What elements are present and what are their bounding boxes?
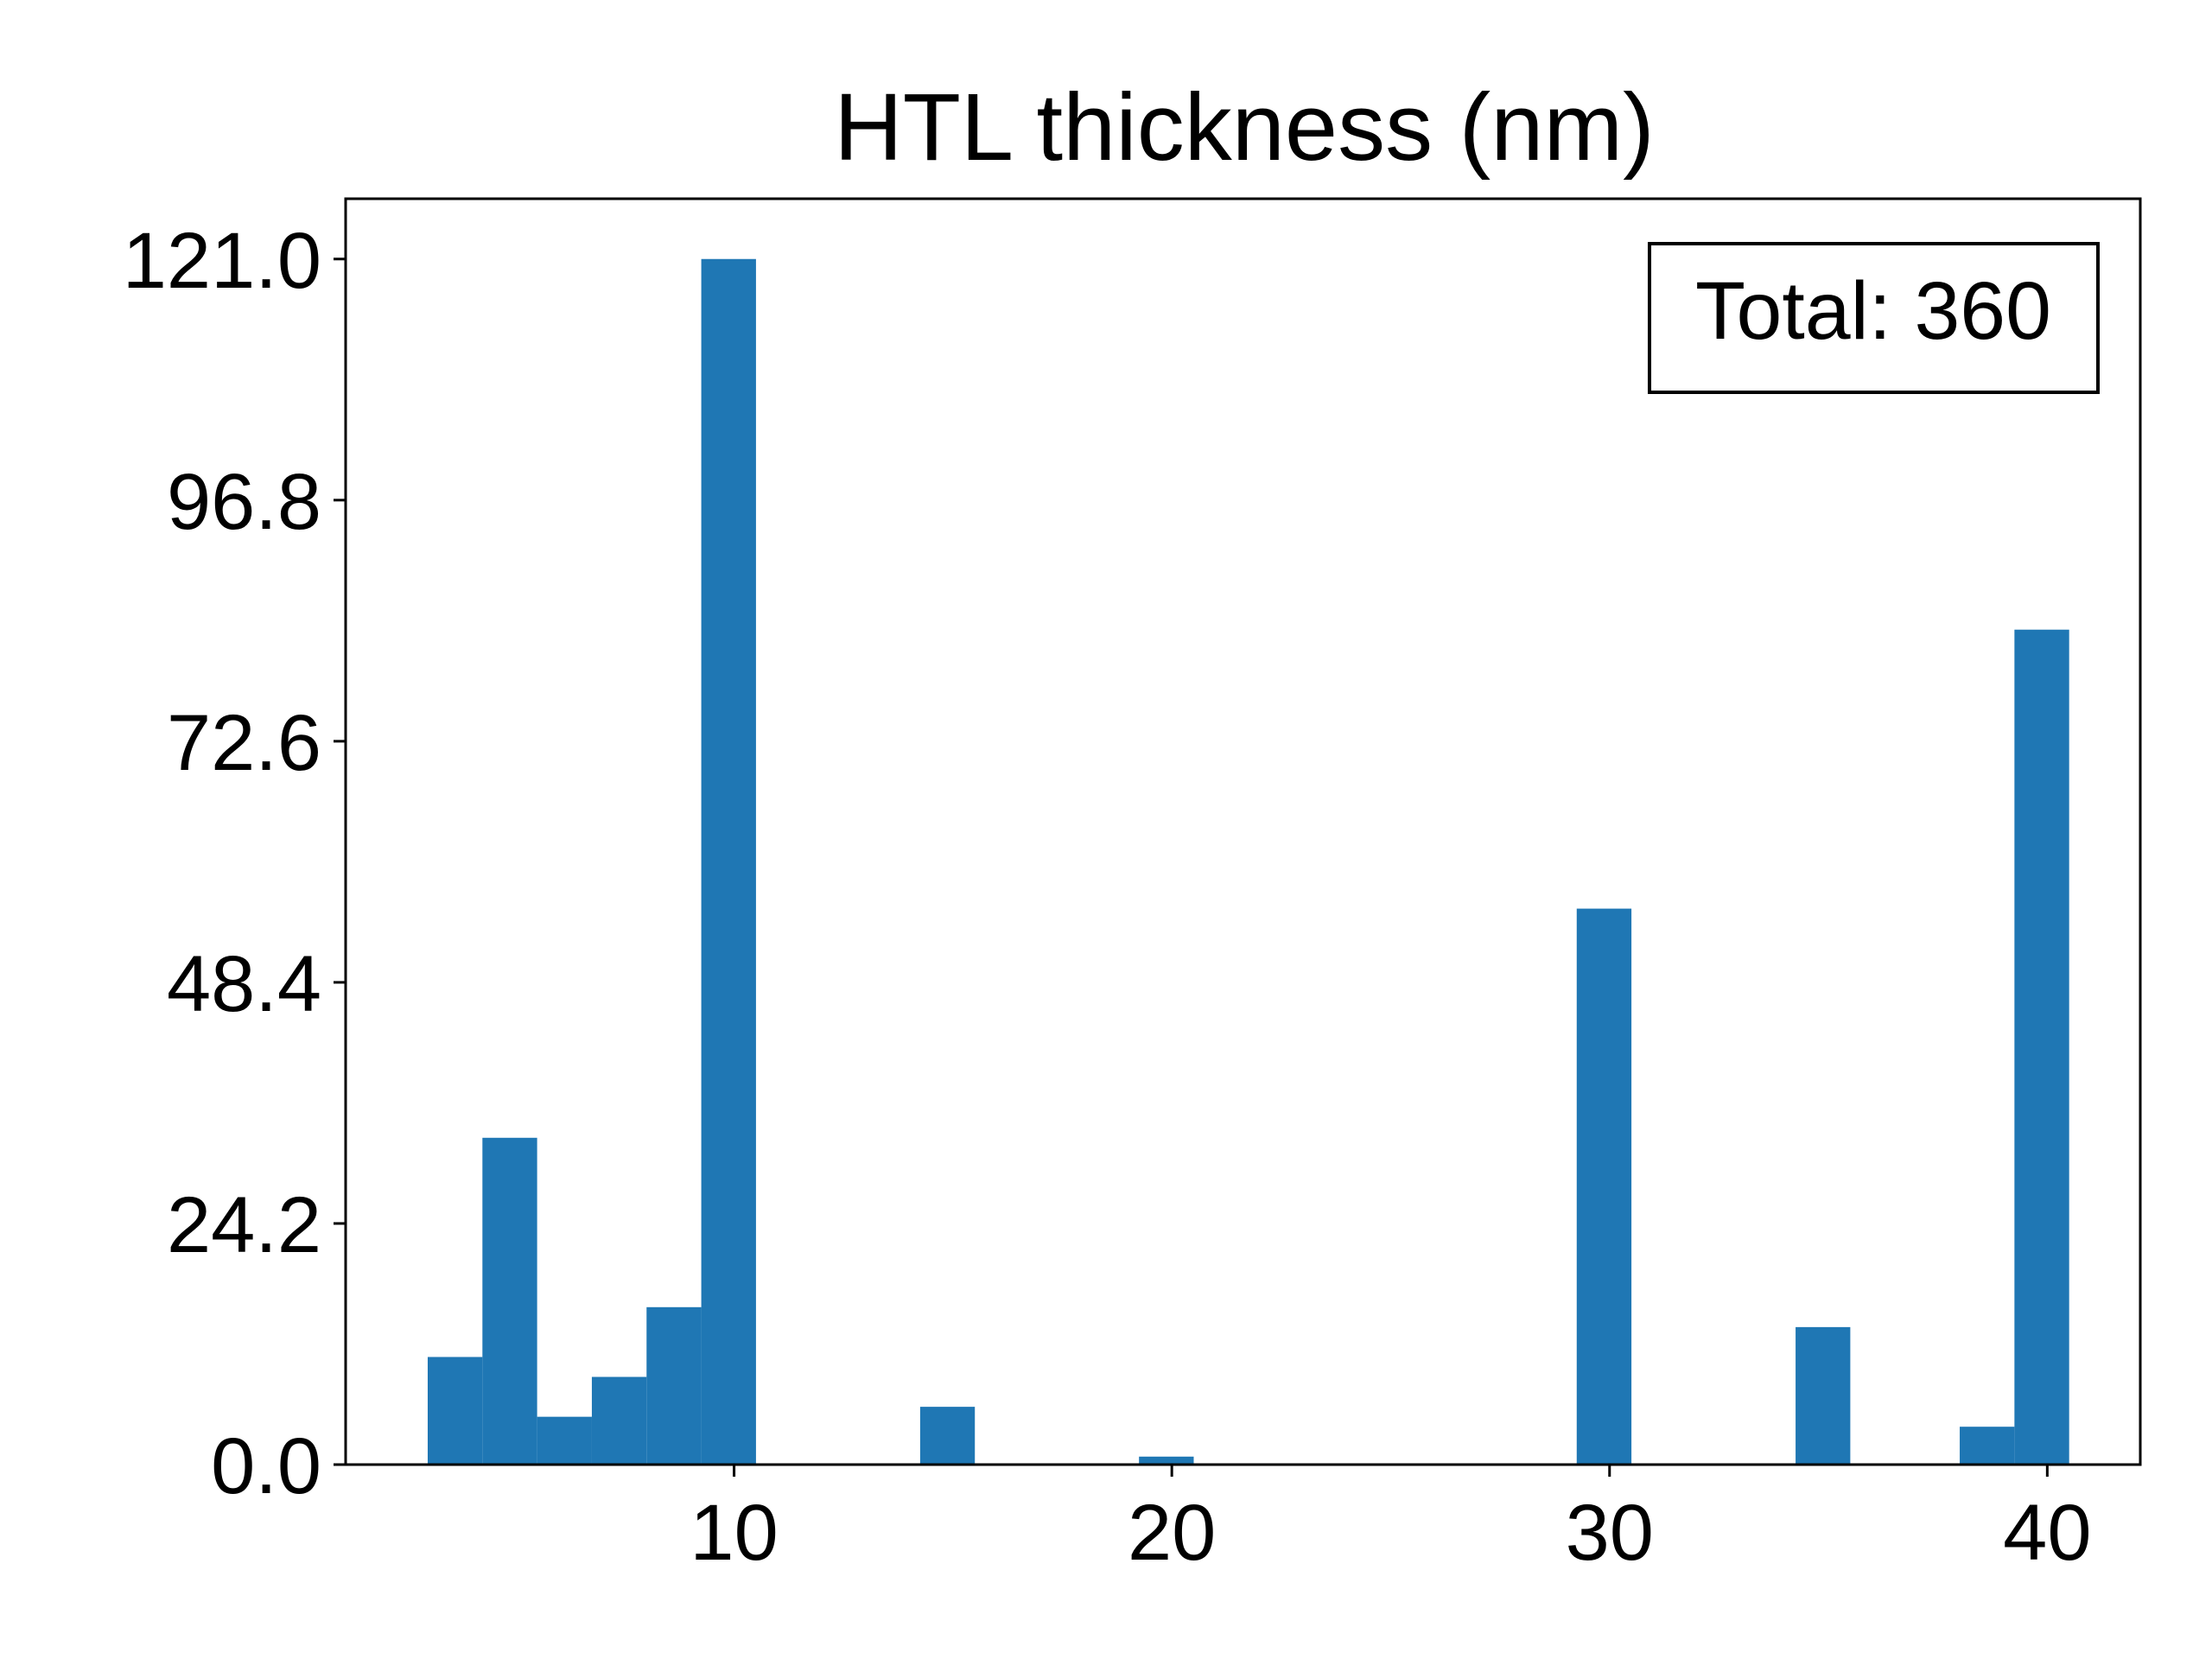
histogram-bar bbox=[701, 258, 756, 1465]
histogram-bar bbox=[1139, 1456, 1194, 1465]
x-tick-label: 30 bbox=[1566, 1489, 1654, 1577]
histogram-bar bbox=[919, 1407, 976, 1465]
axes-layer: 10 20 30 40 0.0 24.2 48.4 72.6 96.8 121.0 bbox=[123, 217, 2092, 1577]
histogram-bar bbox=[1796, 1326, 1851, 1465]
x-tick-label: 40 bbox=[2003, 1489, 2091, 1577]
y-tick-label: 24.2 bbox=[167, 1181, 321, 1269]
histogram-bar bbox=[2014, 629, 2069, 1465]
y-tick-label: 48.4 bbox=[167, 940, 321, 1028]
y-tick-label: 72.6 bbox=[167, 699, 321, 787]
histogram-bar bbox=[1960, 1427, 2015, 1465]
y-tick-label: 121.0 bbox=[123, 217, 321, 305]
plot-frame bbox=[344, 197, 2142, 1466]
total-annotation-box bbox=[1648, 242, 2100, 394]
y-tick-label: 96.8 bbox=[167, 458, 321, 546]
y-tick-label: 0.0 bbox=[211, 1422, 321, 1510]
histogram-bar bbox=[591, 1376, 647, 1465]
histogram-bar bbox=[1576, 908, 1632, 1465]
x-tick-label: 10 bbox=[690, 1489, 778, 1577]
total-annotation: Total: 360 bbox=[1648, 242, 2100, 394]
bars-layer bbox=[427, 258, 2069, 1465]
histogram-bar bbox=[537, 1416, 592, 1465]
histogram-bar bbox=[482, 1137, 537, 1465]
histogram-bar bbox=[646, 1306, 702, 1465]
total-annotation-text: Total: 360 bbox=[1695, 265, 2051, 357]
histogram-bar bbox=[427, 1357, 483, 1465]
chart-title: HTL thickness (nm) bbox=[834, 74, 1654, 181]
x-tick-label: 20 bbox=[1128, 1489, 1216, 1577]
